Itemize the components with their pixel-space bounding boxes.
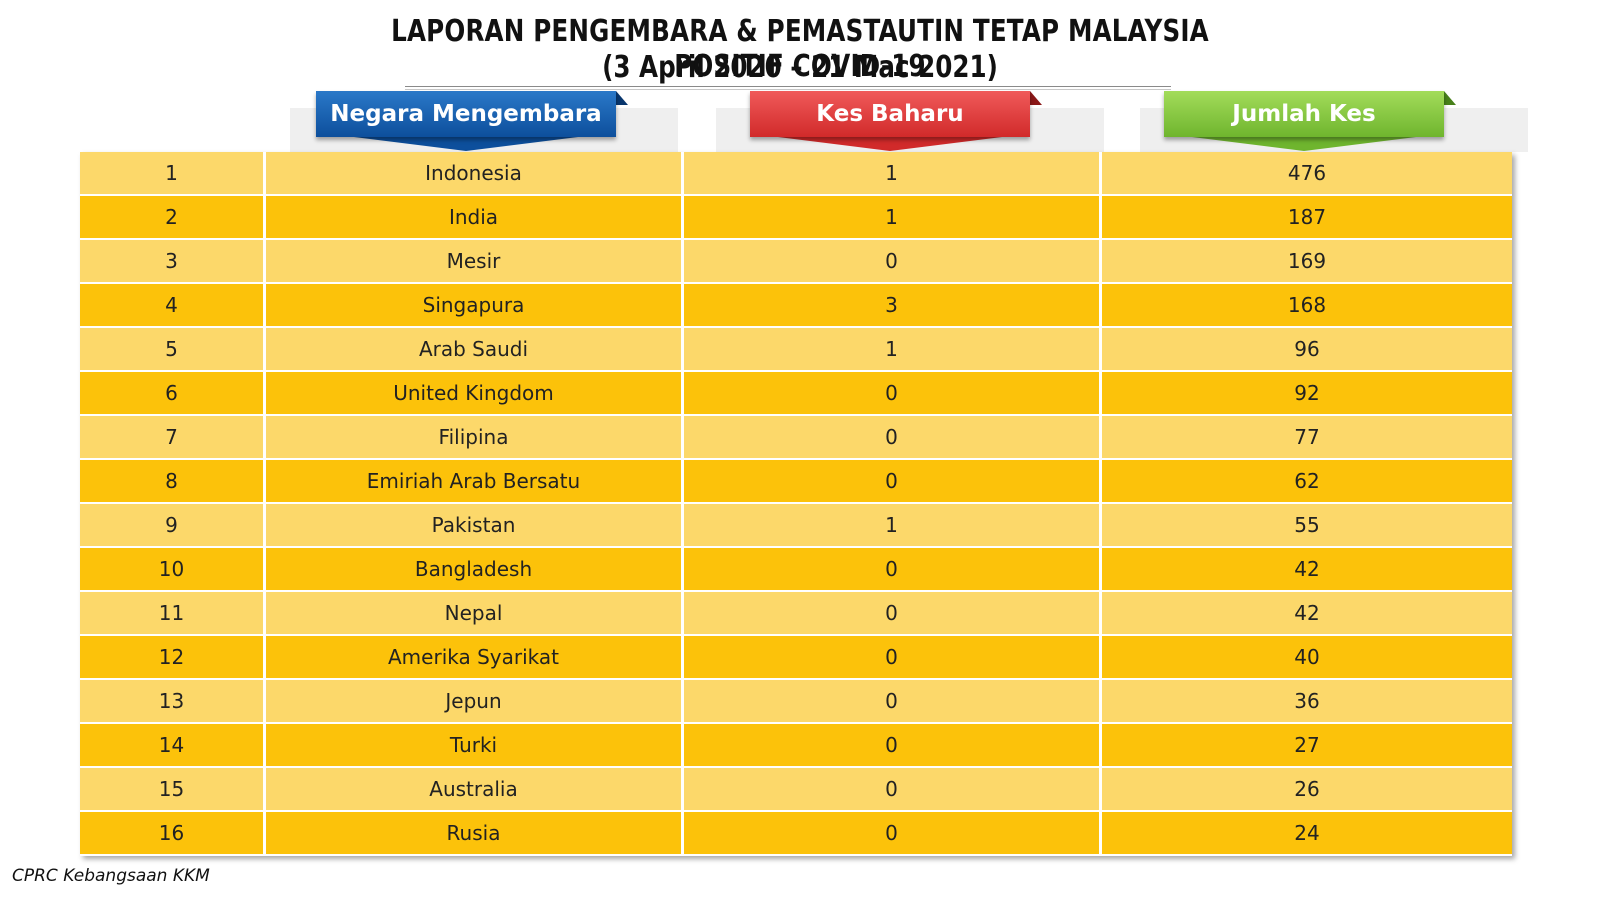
new-cases-cell: 1 [684, 196, 1102, 240]
table-row: 9 Pakistan 1 55 [80, 504, 1512, 548]
new-cases-cell: 0 [684, 724, 1102, 768]
new-cases-cell: 0 [684, 636, 1102, 680]
table-row: 8 Emiriah Arab Bersatu 0 62 [80, 460, 1512, 504]
new-cases-cell: 0 [684, 416, 1102, 460]
country-cell: Filipina [266, 416, 684, 460]
table-row: 3 Mesir 0 169 [80, 240, 1512, 284]
row-number-cell: 13 [80, 680, 266, 724]
new-cases-cell: 0 [684, 372, 1102, 416]
new-cases-cell: 0 [684, 680, 1102, 724]
table-row: 10 Bangladesh 0 42 [80, 548, 1512, 592]
total-cases-cell: 96 [1102, 328, 1512, 372]
table-row: 6 United Kingdom 0 92 [80, 372, 1512, 416]
total-cases-cell: 26 [1102, 768, 1512, 812]
country-cell: Australia [266, 768, 684, 812]
country-cell: Pakistan [266, 504, 684, 548]
country-cell: Mesir [266, 240, 684, 284]
table-row: 14 Turki 0 27 [80, 724, 1512, 768]
new-cases-cell: 0 [684, 460, 1102, 504]
row-number-cell: 14 [80, 724, 266, 768]
cases-table: 1 Indonesia 1 476 2 India 1 187 3 Mesir 0 169 4 Singa… [80, 152, 1512, 856]
new-cases-cell: 0 [684, 812, 1102, 856]
table-row: 1 Indonesia 1 476 [80, 152, 1512, 196]
header-country-label: Negara Mengembara [316, 91, 616, 137]
country-cell: Emiriah Arab Bersatu [266, 460, 684, 504]
new-cases-cell: 0 [684, 592, 1102, 636]
row-number-cell: 16 [80, 812, 266, 856]
new-cases-cell: 0 [684, 768, 1102, 812]
header-total-cases-banner: Jumlah Kes [1164, 91, 1456, 151]
table-row: 4 Singapura 3 168 [80, 284, 1512, 328]
new-cases-cell: 1 [684, 504, 1102, 548]
country-cell: Turki [266, 724, 684, 768]
total-cases-cell: 187 [1102, 196, 1512, 240]
report-title: LAPORAN PENGEMBARA & PEMASTAUTIN TETAP M… [391, 14, 1209, 84]
total-cases-cell: 40 [1102, 636, 1512, 680]
report-date-range: (3 April 2020 – 21 Mac 2021) [602, 50, 998, 85]
title-divider-shadow [405, 89, 1171, 90]
row-number-cell: 5 [80, 328, 266, 372]
total-cases-cell: 62 [1102, 460, 1512, 504]
row-number-cell: 10 [80, 548, 266, 592]
header-new-cases-banner: Kes Baharu [750, 91, 1042, 151]
table-row: 5 Arab Saudi 1 96 [80, 328, 1512, 372]
table-row: 2 India 1 187 [80, 196, 1512, 240]
table-row: 15 Australia 0 26 [80, 768, 1512, 812]
row-number-cell: 7 [80, 416, 266, 460]
row-number-cell: 12 [80, 636, 266, 680]
new-cases-cell: 0 [684, 240, 1102, 284]
source-footer: CPRC Kebangsaan KKM [12, 866, 210, 886]
new-cases-cell: 1 [684, 328, 1102, 372]
new-cases-cell: 3 [684, 284, 1102, 328]
row-number-cell: 8 [80, 460, 266, 504]
header-country-banner: Negara Mengembara [316, 91, 628, 151]
total-cases-cell: 36 [1102, 680, 1512, 724]
total-cases-cell: 168 [1102, 284, 1512, 328]
row-number-cell: 3 [80, 240, 266, 284]
country-cell: Nepal [266, 592, 684, 636]
new-cases-cell: 1 [684, 152, 1102, 196]
total-cases-cell: 169 [1102, 240, 1512, 284]
table-row: 16 Rusia 0 24 [80, 812, 1512, 856]
total-cases-cell: 42 [1102, 592, 1512, 636]
header-new-cases-label: Kes Baharu [750, 91, 1030, 137]
country-cell: Rusia [266, 812, 684, 856]
row-number-cell: 2 [80, 196, 266, 240]
country-cell: Arab Saudi [266, 328, 684, 372]
country-cell: United Kingdom [266, 372, 684, 416]
header-total-cases-label: Jumlah Kes [1164, 91, 1444, 137]
country-cell: Jepun [266, 680, 684, 724]
total-cases-cell: 24 [1102, 812, 1512, 856]
row-number-cell: 4 [80, 284, 266, 328]
country-cell: Indonesia [266, 152, 684, 196]
new-cases-cell: 0 [684, 548, 1102, 592]
total-cases-cell: 27 [1102, 724, 1512, 768]
country-cell: India [266, 196, 684, 240]
table-row: 13 Jepun 0 36 [80, 680, 1512, 724]
total-cases-cell: 92 [1102, 372, 1512, 416]
table-row: 11 Nepal 0 42 [80, 592, 1512, 636]
title-divider [405, 86, 1171, 87]
country-cell: Bangladesh [266, 548, 684, 592]
row-number-cell: 1 [80, 152, 266, 196]
total-cases-cell: 476 [1102, 152, 1512, 196]
row-number-cell: 15 [80, 768, 266, 812]
row-number-cell: 11 [80, 592, 266, 636]
row-number-cell: 9 [80, 504, 266, 548]
country-cell: Amerika Syarikat [266, 636, 684, 680]
country-cell: Singapura [266, 284, 684, 328]
table-row: 12 Amerika Syarikat 0 40 [80, 636, 1512, 680]
total-cases-cell: 55 [1102, 504, 1512, 548]
total-cases-cell: 42 [1102, 548, 1512, 592]
total-cases-cell: 77 [1102, 416, 1512, 460]
row-number-cell: 6 [80, 372, 266, 416]
table-row: 7 Filipina 0 77 [80, 416, 1512, 460]
